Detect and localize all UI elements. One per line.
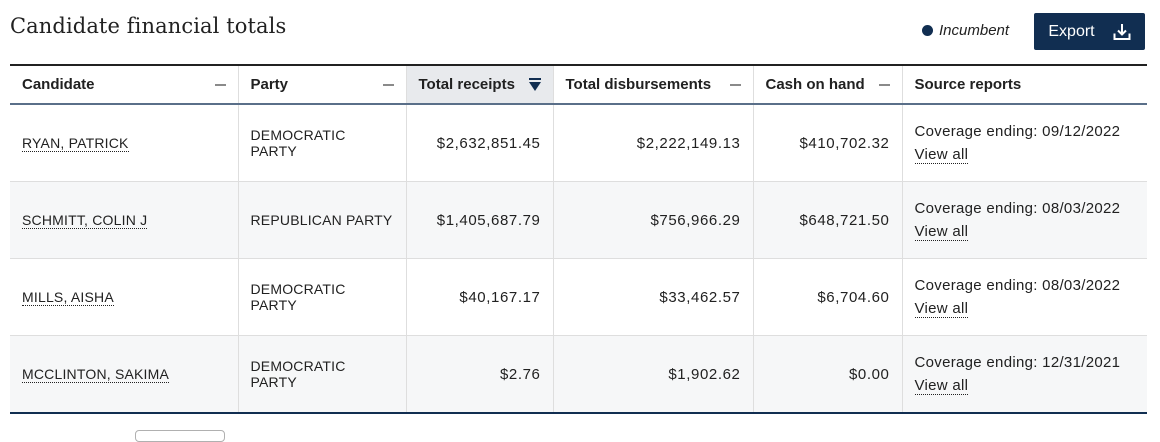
total-disbursements-cell: $756,966.29 xyxy=(552,181,753,259)
financial-totals-table-wrapper: Candidate Party Total receipts xyxy=(10,64,1147,414)
minus-icon xyxy=(382,83,394,86)
column-header-label: Candidate xyxy=(22,76,95,93)
cash-on-hand-cell: $0.00 xyxy=(752,335,902,413)
pagination-control[interactable] xyxy=(135,430,225,442)
party-cell: DEMOCRATIC PARTY xyxy=(237,258,406,336)
party-cell: DEMOCRATIC PARTY xyxy=(237,335,406,413)
candidate-cell: MILLS, AISHA xyxy=(10,258,238,336)
column-header-source-reports: Source reports xyxy=(901,65,1147,105)
column-header-candidate[interactable]: Candidate xyxy=(10,65,238,105)
total-receipts-cell: $2.76 xyxy=(405,335,553,413)
coverage-ending-text: Coverage ending: 08/03/2022 xyxy=(914,199,1121,217)
table-row: SCHMITT, COLIN J REPUBLICAN PARTY $1,405… xyxy=(10,181,1147,259)
coverage-ending-text: Coverage ending: 08/03/2022 xyxy=(914,276,1121,294)
candidate-link[interactable]: MCCLINTON, SAKIMA xyxy=(22,365,170,383)
total-disbursements-cell: $33,462.57 xyxy=(552,258,753,336)
column-header-label: Total receipts xyxy=(418,76,515,93)
source-reports-cell: Coverage ending: 12/31/2021 View all xyxy=(901,335,1147,413)
export-button[interactable]: Export xyxy=(1034,13,1145,50)
column-header-total-disbursements[interactable]: Total disbursements xyxy=(552,65,753,105)
coverage-ending-text: Coverage ending: 09/12/2022 xyxy=(914,122,1121,140)
party-cell: REPUBLICAN PARTY xyxy=(237,181,406,259)
table-row: MCCLINTON, SAKIMA DEMOCRATIC PARTY $2.76… xyxy=(10,335,1147,413)
incumbent-dot-icon xyxy=(922,25,933,36)
cash-on-hand-cell: $410,702.32 xyxy=(752,104,902,182)
cash-on-hand-cell: $6,704.60 xyxy=(752,258,902,336)
candidate-link[interactable]: SCHMITT, COLIN J xyxy=(22,211,148,229)
column-header-label: Source reports xyxy=(914,76,1022,93)
total-receipts-cell: $40,167.17 xyxy=(405,258,553,336)
view-all-link[interactable]: View all xyxy=(914,299,969,318)
minus-icon xyxy=(729,83,741,86)
candidate-cell: SCHMITT, COLIN J xyxy=(10,181,238,259)
column-header-total-receipts[interactable]: Total receipts xyxy=(405,65,553,105)
sort-descending-icon xyxy=(528,77,541,92)
view-all-link[interactable]: View all xyxy=(914,376,969,395)
export-button-label: Export xyxy=(1048,22,1095,40)
total-disbursements-cell: $1,902.62 xyxy=(552,335,753,413)
column-header-label: Party xyxy=(250,76,289,93)
coverage-ending-text: Coverage ending: 12/31/2021 xyxy=(914,353,1121,371)
column-header-party[interactable]: Party xyxy=(237,65,406,105)
source-reports-cell: Coverage ending: 08/03/2022 View all xyxy=(901,258,1147,336)
candidate-link[interactable]: MILLS, AISHA xyxy=(22,288,114,306)
total-disbursements-cell: $2,222,149.13 xyxy=(552,104,753,182)
column-header-label: Cash on hand xyxy=(765,76,865,93)
view-all-link[interactable]: View all xyxy=(914,222,969,241)
table-row: RYAN, PATRICK DEMOCRATIC PARTY $2,632,85… xyxy=(10,104,1147,182)
source-reports-cell: Coverage ending: 08/03/2022 View all xyxy=(901,181,1147,259)
table-row: MILLS, AISHA DEMOCRATIC PARTY $40,167.17… xyxy=(10,258,1147,336)
incumbent-legend: Incumbent xyxy=(922,22,1009,39)
view-all-link[interactable]: View all xyxy=(914,145,969,164)
column-header-cash-on-hand[interactable]: Cash on hand xyxy=(752,65,902,105)
table-header-row: Candidate Party Total receipts xyxy=(10,65,1147,105)
download-icon xyxy=(1113,23,1131,41)
candidate-cell: MCCLINTON, SAKIMA xyxy=(10,335,238,413)
total-receipts-cell: $1,405,687.79 xyxy=(405,181,553,259)
page-title: Candidate financial totals xyxy=(10,14,287,38)
total-receipts-cell: $2,632,851.45 xyxy=(405,104,553,182)
legend-label: Incumbent xyxy=(939,22,1010,39)
candidate-link[interactable]: RYAN, PATRICK xyxy=(22,134,129,152)
source-reports-cell: Coverage ending: 09/12/2022 View all xyxy=(901,104,1147,182)
party-cell: DEMOCRATIC PARTY xyxy=(237,104,406,182)
minus-icon xyxy=(214,83,226,86)
minus-icon xyxy=(878,83,890,86)
financial-totals-table: Candidate Party Total receipts xyxy=(10,64,1147,414)
column-header-label: Total disbursements xyxy=(565,76,712,93)
cash-on-hand-cell: $648,721.50 xyxy=(752,181,902,259)
candidate-cell: RYAN, PATRICK xyxy=(10,104,238,182)
